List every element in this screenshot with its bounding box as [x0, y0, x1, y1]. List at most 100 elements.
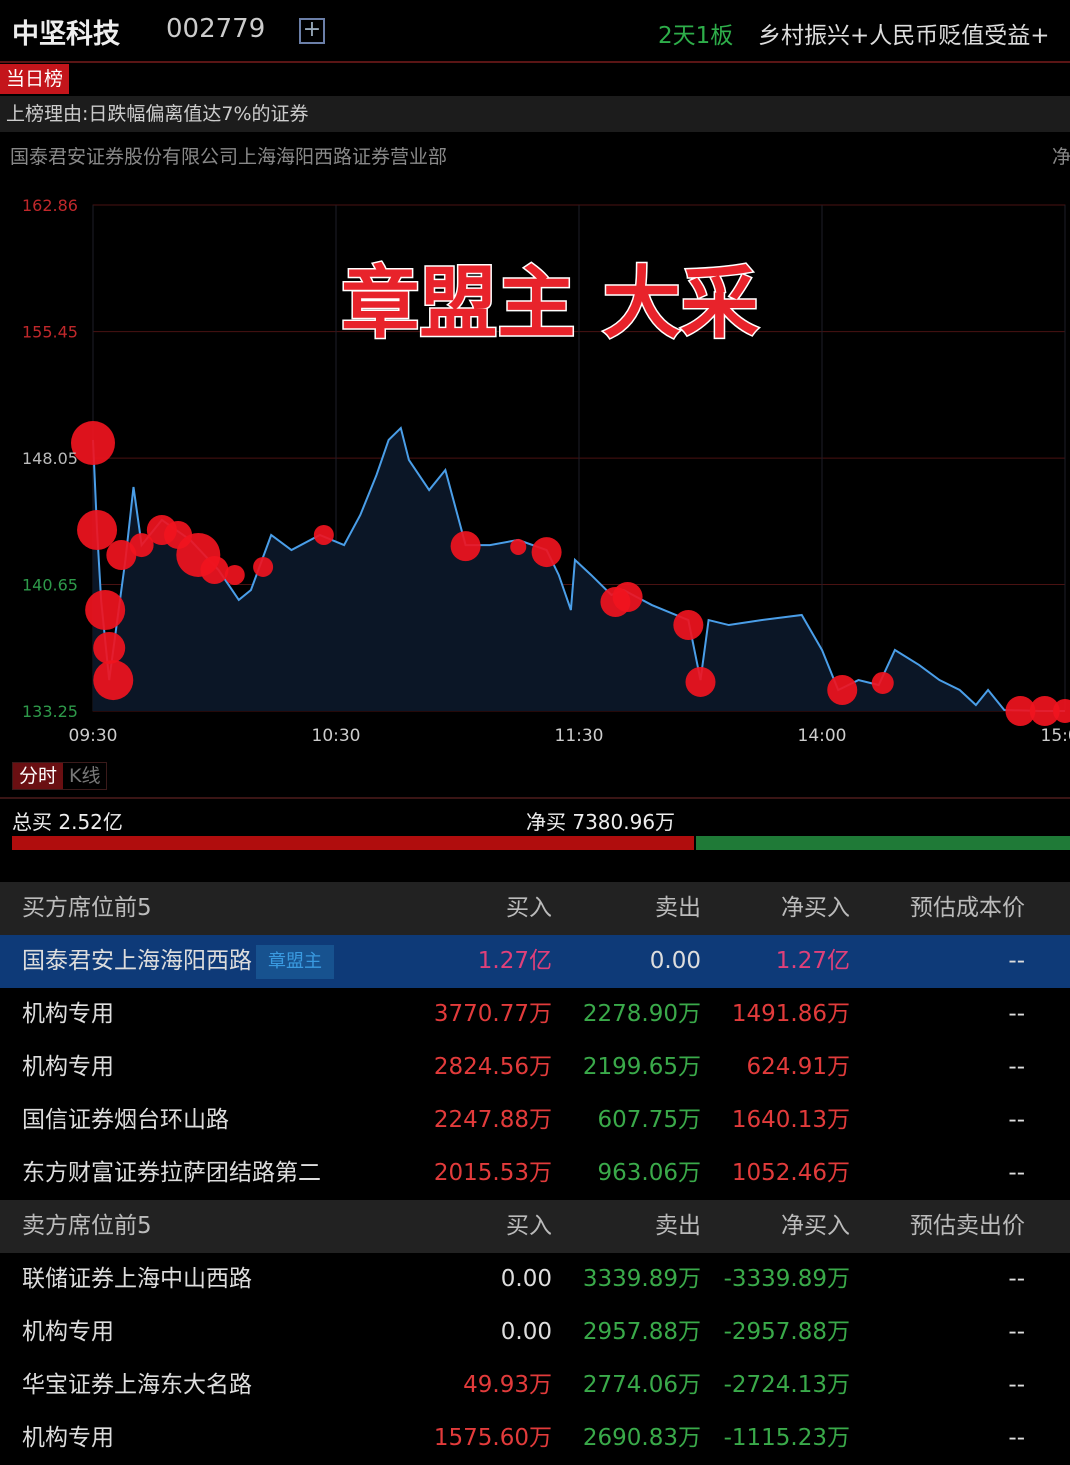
cell-net: -1115.23万	[724, 1412, 850, 1465]
add-watchlist-plus-icon[interactable]: +	[299, 18, 325, 44]
buy-ratio-bar	[12, 836, 694, 850]
seat-name-text: 国信证券烟台环山路	[22, 1107, 229, 1133]
table-row[interactable]: 国信证券烟台环山路 2247.88万 607.75万 1640.13万 --	[0, 1094, 1070, 1147]
y-tick-label: 155.45	[22, 323, 78, 342]
trade-marker	[77, 510, 117, 550]
sell-ratio-bar	[696, 836, 1070, 850]
board-status: 2天1板	[658, 16, 733, 50]
total-buy: 总买 2.52亿	[12, 806, 123, 835]
trade-marker	[314, 525, 334, 545]
cell-price: --	[1008, 1094, 1025, 1147]
seat-name: 华宝证券上海东大名路	[22, 1359, 252, 1412]
cell-buy: 3770.77万	[434, 988, 552, 1041]
column-header: 买入	[506, 1200, 552, 1253]
cell-price: --	[1008, 1412, 1025, 1465]
cell-sell: 3339.89万	[583, 1253, 701, 1306]
seat-name-text: 国泰君安上海海阳西路	[22, 948, 252, 974]
tab-intraday[interactable]: 分时	[13, 763, 63, 789]
seat-name: 国信证券烟台环山路	[22, 1094, 229, 1147]
column-header: 卖出	[655, 882, 701, 935]
cell-price: --	[1008, 935, 1025, 988]
trade-marker	[872, 672, 894, 694]
cell-price: --	[1008, 1041, 1025, 1094]
cell-buy: 2247.88万	[434, 1094, 552, 1147]
cell-price: --	[1008, 1253, 1025, 1306]
cell-net: 624.91万	[747, 1041, 850, 1094]
x-tick-label: 11:30	[555, 726, 604, 746]
cell-price: --	[1008, 1359, 1025, 1412]
y-tick-label: 162.86	[22, 196, 78, 215]
seat-name: 机构专用	[22, 1306, 114, 1359]
cell-buy: 2824.56万	[434, 1041, 552, 1094]
buyers-header: 买方席位前5 买入 卖出 净买入 预估成本价	[0, 882, 1070, 935]
trade-marker	[827, 675, 857, 705]
y-tick-label: 133.25	[22, 702, 78, 721]
listing-reason: 上榜理由:日跌幅偏离值达7%的证券	[0, 96, 1070, 132]
table-row[interactable]: 机构专用 2824.56万 2199.65万 624.91万 --	[0, 1041, 1070, 1094]
seat-name-text: 联储证券上海中山西路	[22, 1266, 252, 1292]
column-header: 预估卖出价	[910, 1200, 1025, 1253]
watermark-logo: 章盟主 大采	[341, 258, 758, 349]
tab-daily-list[interactable]: 当日榜	[0, 64, 69, 94]
cell-buy: 49.93万	[463, 1359, 552, 1412]
broker-name: 国泰君安证券股份有限公司上海海阳西路证券营业部	[10, 142, 447, 169]
net-label: 净	[1052, 142, 1070, 169]
cell-buy: 1575.60万	[434, 1412, 552, 1465]
column-header: 净买入	[781, 882, 850, 935]
cell-net: 1640.13万	[732, 1094, 850, 1147]
cell-buy: 0.00	[501, 1253, 552, 1306]
x-tick-label: 10:30	[312, 726, 361, 746]
cell-buy: 2015.53万	[434, 1147, 552, 1200]
divider	[0, 61, 1070, 63]
table-row[interactable]: 机构专用 1575.60万 2690.83万 -1115.23万 --	[0, 1412, 1070, 1465]
net-buy: 净买 7380.96万	[526, 806, 675, 835]
trade-marker	[673, 610, 703, 640]
seat-tag: 章盟主	[256, 945, 334, 979]
trade-marker	[532, 537, 562, 567]
cell-net: -3339.89万	[724, 1253, 850, 1306]
trade-marker	[686, 667, 716, 697]
table-row[interactable]: 联储证券上海中山西路 0.00 3339.89万 -3339.89万 --	[0, 1253, 1070, 1306]
trade-marker	[85, 590, 125, 630]
trade-marker	[201, 556, 229, 584]
stock-name: 中坚科技	[12, 12, 120, 51]
trade-marker	[451, 531, 481, 561]
table-row[interactable]: 国泰君安上海海阳西路章盟主 1.27亿 0.00 1.27亿 --	[0, 935, 1070, 988]
column-header: 净买入	[781, 1200, 850, 1253]
x-tick-label: 15:00	[1041, 726, 1070, 746]
column-header: 卖出	[655, 1200, 701, 1253]
trade-marker	[93, 660, 133, 700]
seat-name: 机构专用	[22, 1041, 114, 1094]
cell-net: 1052.46万	[732, 1147, 850, 1200]
trade-marker	[510, 539, 526, 555]
trade-marker	[93, 632, 125, 664]
cell-sell: 2957.88万	[583, 1306, 701, 1359]
cell-net: 1.27亿	[776, 935, 850, 988]
seat-name: 机构专用	[22, 1412, 114, 1465]
cell-sell: 2690.83万	[583, 1412, 701, 1465]
seat-name-text: 机构专用	[22, 1425, 114, 1451]
sellers-header: 卖方席位前5 买入 卖出 净买入 预估卖出价	[0, 1200, 1070, 1253]
column-header: 买方席位前5	[22, 882, 152, 935]
seat-name-text: 华宝证券上海东大名路	[22, 1372, 252, 1398]
cell-sell: 0.00	[650, 935, 701, 988]
concept-tags: 乡村振兴+人民币贬值受益+	[758, 16, 1050, 50]
column-header: 预估成本价	[910, 882, 1025, 935]
column-header: 卖方席位前5	[22, 1200, 152, 1253]
seat-name-text: 机构专用	[22, 1001, 114, 1027]
trade-marker	[253, 557, 273, 577]
seat-name: 联储证券上海中山西路	[22, 1253, 252, 1306]
stock-code: 002779	[166, 14, 265, 44]
cell-sell: 2199.65万	[583, 1041, 701, 1094]
cell-sell: 607.75万	[598, 1094, 701, 1147]
seat-name-text: 东方财富证券拉萨团结路第二	[22, 1160, 321, 1186]
tab-kline[interactable]: K线	[63, 763, 106, 789]
cell-buy: 1.27亿	[478, 935, 552, 988]
x-tick-label: 14:00	[798, 726, 847, 746]
column-header: 买入	[506, 882, 552, 935]
